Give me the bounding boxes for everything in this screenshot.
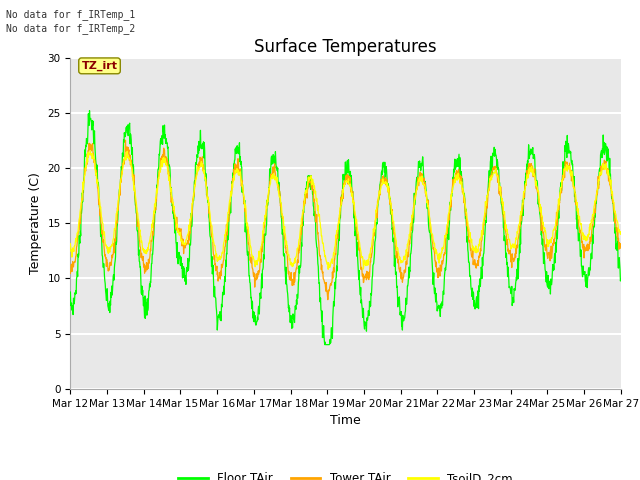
Text: No data for f_IRTemp_1: No data for f_IRTemp_1 (6, 9, 136, 20)
Text: TZ_irt: TZ_irt (81, 60, 118, 71)
Y-axis label: Temperature (C): Temperature (C) (29, 172, 42, 274)
Title: Surface Temperatures: Surface Temperatures (254, 38, 437, 56)
Legend: Floor TAir, Tower TAir, TsoilD_2cm: Floor TAir, Tower TAir, TsoilD_2cm (173, 468, 518, 480)
Text: No data for f_IRTemp_2: No data for f_IRTemp_2 (6, 23, 136, 34)
X-axis label: Time: Time (330, 414, 361, 427)
